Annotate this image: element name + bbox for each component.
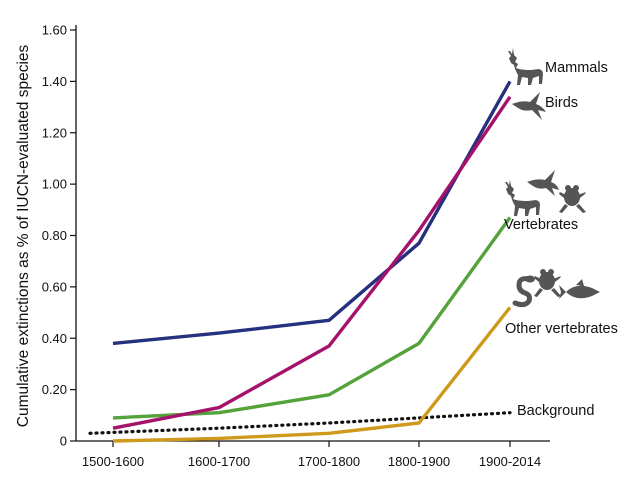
x-tick-label: 1500-1600 bbox=[82, 454, 144, 469]
y-tick-label: 0.40 bbox=[42, 331, 67, 346]
series-label-other-vertebrates: Other vertebrates bbox=[505, 321, 618, 337]
deer-icon bbox=[508, 48, 543, 85]
frog-icon bbox=[559, 185, 586, 213]
series-line-vertebrates bbox=[112, 216, 512, 420]
x-tick-label: 1600-1700 bbox=[188, 454, 250, 469]
y-tick-label: 0.60 bbox=[42, 279, 67, 294]
y-tick-label: 1.40 bbox=[42, 74, 67, 89]
y-axis-label: Cumulative extinctions as % of IUCN-eval… bbox=[15, 45, 32, 428]
y-tick-label: 1.20 bbox=[42, 125, 67, 140]
x-tick-label: 1900-2014 bbox=[479, 454, 541, 469]
x-ticks: 1500-1600 1600-1700 1700-1800 1800-1900 1900… bbox=[82, 441, 541, 469]
deer-icon bbox=[505, 180, 540, 216]
series-label-background: Background bbox=[517, 403, 594, 419]
y-tick-label: 0.20 bbox=[42, 382, 67, 397]
series-label-vertebrates: Vertebrates bbox=[504, 217, 578, 233]
y-tick-label: 0 bbox=[60, 434, 67, 449]
series-lines bbox=[88, 80, 512, 443]
series-line-mammals bbox=[112, 80, 512, 346]
series-line-other-vertebrates bbox=[112, 306, 512, 443]
x-tick-label: 1700-1800 bbox=[298, 454, 360, 469]
frog-icon bbox=[534, 269, 561, 297]
series-label-birds: Birds bbox=[545, 95, 578, 111]
series-line-birds bbox=[112, 95, 512, 430]
snake-icon bbox=[512, 275, 535, 308]
x-tick-label: 1800-1900 bbox=[388, 454, 450, 469]
series-label-mammals: Mammals bbox=[545, 60, 608, 76]
y-tick-label: 0.80 bbox=[42, 228, 67, 243]
axes bbox=[75, 25, 550, 442]
series-line-background bbox=[88, 411, 512, 435]
swallow-icon bbox=[527, 170, 559, 196]
y-tick-label: 1.00 bbox=[42, 177, 67, 192]
fish-icon bbox=[559, 279, 600, 299]
y-ticks: 0 0.20 0.40 0.60 0.80 1.00 1.20 1.40 1.60 bbox=[42, 23, 76, 449]
swallow-icon bbox=[512, 92, 546, 120]
y-tick-label: 1.60 bbox=[42, 23, 67, 38]
